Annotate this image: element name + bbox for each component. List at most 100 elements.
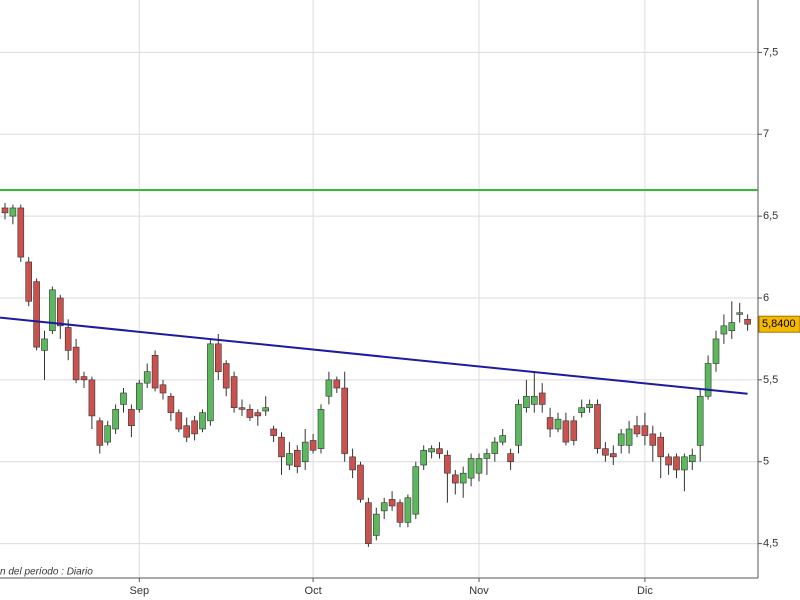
candle-body [586,404,593,409]
x-tick-label: Dic [637,585,653,597]
candle-body [33,281,40,348]
candle-body [325,379,333,397]
candle-body [388,499,396,507]
candle-body [451,474,459,484]
candle-body [199,412,206,430]
candle-body [183,425,190,438]
candle-body [483,453,491,459]
candle-body [104,425,111,443]
candle-body [459,472,467,484]
candle-body [467,458,475,479]
candle-body [523,395,530,409]
candle-body [17,207,25,258]
candle-body [41,338,48,351]
y-tick-label: 7 [763,128,769,140]
candle-body [444,454,451,474]
candle-body [720,325,728,335]
candle-body [349,456,356,471]
candle-body [515,404,522,446]
candle-body [286,453,293,466]
candle-body [175,412,183,430]
candle-body [230,376,238,409]
candle-body [309,440,317,451]
candle-body [270,428,277,436]
candle-body [262,407,270,412]
candle-body [665,456,672,466]
candle-body [546,417,554,430]
candle-body [673,456,680,471]
candle-body [594,404,601,449]
candle-body [72,346,80,381]
candle-body [538,392,546,405]
candle-body [704,363,712,397]
candle-body [278,436,285,458]
candle-body [688,454,696,463]
candle-body [49,289,56,332]
candle-body [562,420,570,443]
candle-body [365,502,372,544]
candle-body [412,466,420,515]
candle-body [380,502,388,512]
candle-body [530,395,538,405]
candle-body [80,376,88,381]
y-tick-label: 7,5 [763,46,778,58]
candle-body [246,409,254,418]
y-tick-label: 6 [763,292,769,304]
candle-body [301,441,309,463]
candle-body [436,448,443,454]
candle-body [633,425,641,435]
last-price-box [758,315,800,333]
candle-body [333,379,341,389]
x-tick-label: Nov [469,585,489,597]
candle-body [744,318,751,325]
candle-body [736,312,744,315]
candle-body [396,502,404,523]
footnote: n del período : Diario [0,567,93,578]
candle-body [491,441,499,454]
candle-body [96,420,104,446]
y-tick-label: 5,5 [763,374,778,386]
candle-body [293,449,301,467]
candle-body [254,412,262,417]
candle-body [625,428,633,446]
candle-body [128,409,135,427]
candle-body [681,456,688,471]
candle-body [728,322,736,332]
last-price-label: 5,8400 [762,318,796,330]
candle-body [609,453,617,458]
candle-body [215,343,222,372]
candle-body [143,371,151,384]
candle-body [151,355,159,389]
candle-body [554,418,562,430]
candle-body [570,420,578,441]
x-tick-label: Sep [130,585,150,597]
candle-body [372,513,380,536]
candle-body [341,387,349,454]
candle-body [136,382,143,410]
y-tick-label: 6,5 [763,210,778,222]
candle-body [657,436,665,458]
candle-body [25,261,33,302]
candle-body [159,384,167,394]
candle-body [712,338,720,364]
candle-body [428,448,435,453]
candle-body [357,464,364,500]
candle-body [578,407,586,413]
candle-body [317,409,325,449]
candle-body [499,435,507,443]
y-tick-label: 5 [763,456,769,468]
candle-body [88,379,96,417]
trend-line [0,316,748,395]
candle-body [507,453,514,463]
candle-body [475,458,483,474]
candle-body [207,343,214,422]
candle-body [238,407,246,410]
x-tick-label: Oct [305,585,322,597]
candle-body [9,207,17,217]
candle-body [649,433,657,446]
candle-body [1,207,9,214]
candle-body [420,449,428,466]
candle-body [222,363,230,389]
candle-body [696,395,704,446]
